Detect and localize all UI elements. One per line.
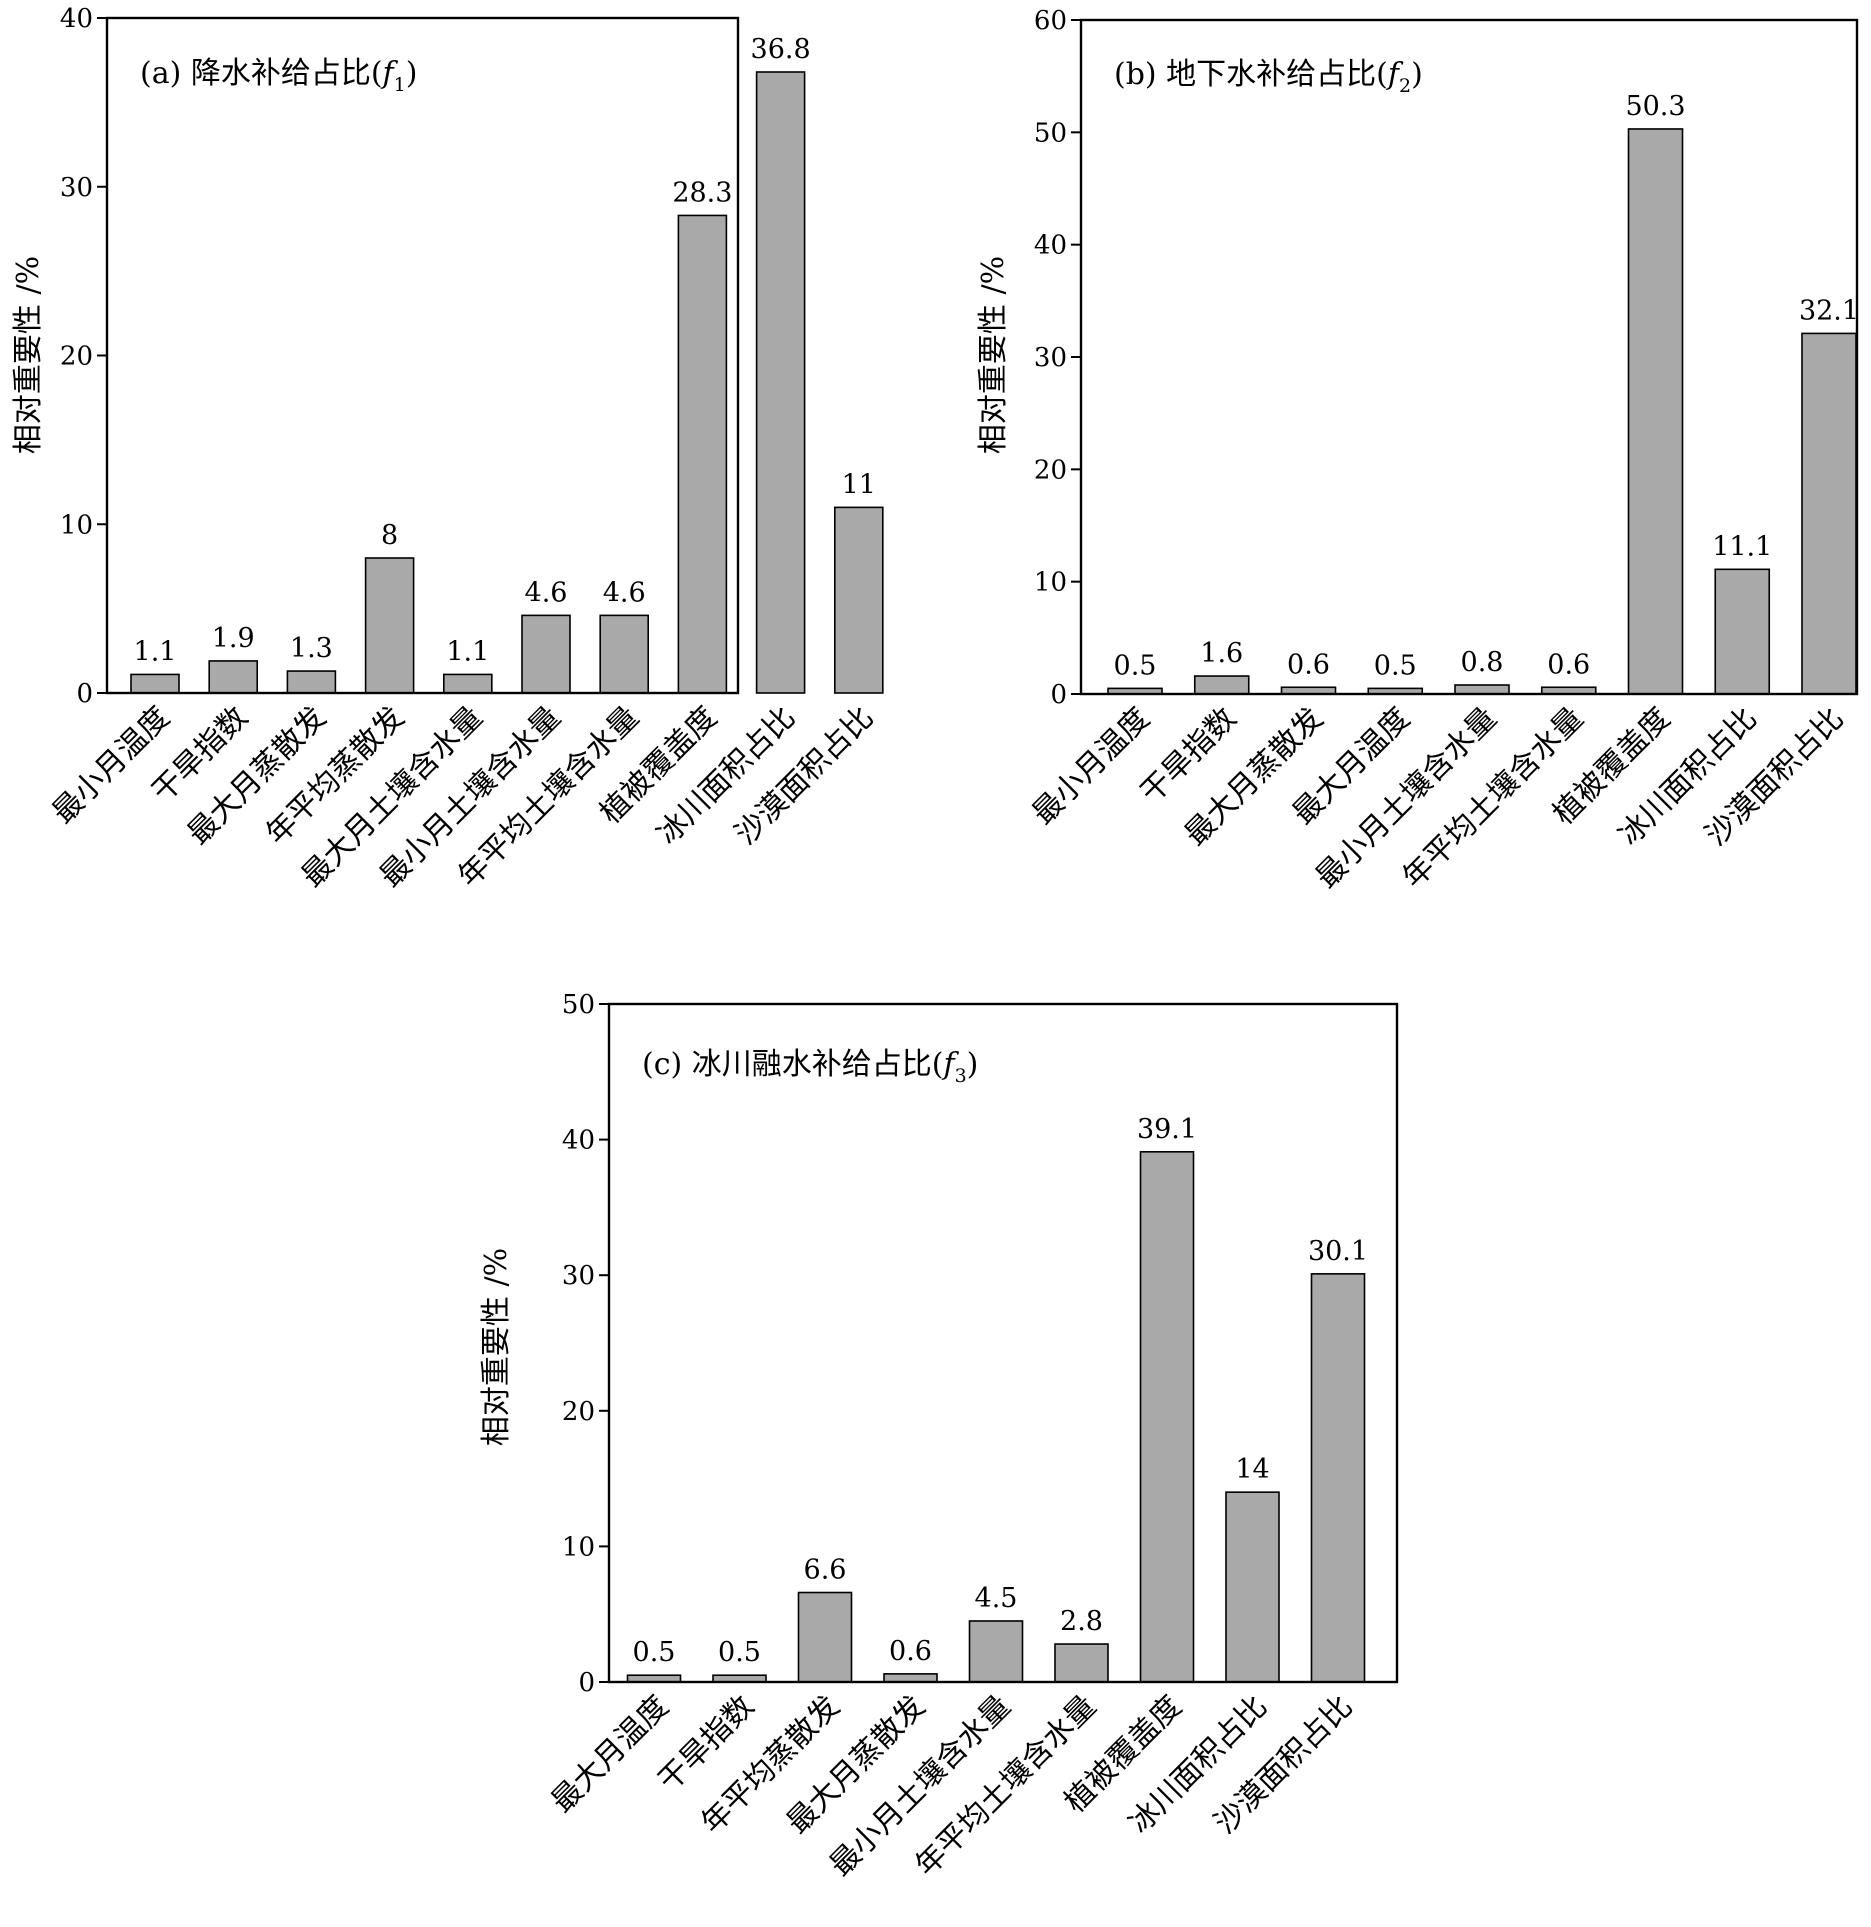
- data-label: 4.6: [525, 577, 568, 608]
- bar: [442, 673, 493, 694]
- title-subscript: 1: [394, 74, 406, 96]
- y-tick-label: 40: [1034, 231, 1067, 261]
- y-tick-label: 0: [76, 679, 93, 709]
- y-tick-label: 40: [60, 4, 93, 34]
- x-tick-label: 最大月温度: [545, 1689, 676, 1820]
- data-label: 11.1: [1712, 531, 1772, 562]
- data-label: 28.3: [672, 177, 732, 208]
- data-label: 0.5: [718, 1637, 761, 1668]
- data-label: 1.1: [134, 636, 177, 667]
- y-axis-label: 相对重要性 /%: [11, 256, 46, 454]
- bar: [1193, 675, 1250, 695]
- data-label: 0.6: [889, 1636, 932, 1667]
- data-label: 8: [381, 520, 398, 551]
- data-label: 50.3: [1625, 91, 1685, 122]
- panel-title: (c) 冰川融水补给占比(f3): [642, 1047, 978, 1087]
- y-tick-label: 20: [60, 342, 93, 372]
- data-label: 39.1: [1137, 1114, 1197, 1145]
- bar: [364, 557, 415, 694]
- y-tick-label: 40: [562, 1126, 595, 1156]
- title-text: (c) 冰川融水补给占比(: [642, 1047, 943, 1082]
- chart-panel-a: 1.1 1.9 1.3 8 1.1 4.6 4.6 28.3 36.8 11 0 10 20 30 40 最小…: [11, 4, 884, 894]
- data-label: 6.6: [804, 1555, 847, 1586]
- title-text: ): [406, 56, 418, 91]
- data-label: 0.6: [1287, 649, 1330, 680]
- data-label: 1.6: [1200, 638, 1243, 669]
- panel-title: (b) 地下水补给占比(f2): [1114, 57, 1423, 97]
- bar: [1139, 1151, 1195, 1683]
- data-label: 0.5: [633, 1637, 676, 1668]
- bar: [968, 1620, 1024, 1683]
- data-label: 4.5: [975, 1583, 1018, 1614]
- bar: [1627, 128, 1684, 695]
- panel-title: (a) 降水补给占比(f1): [140, 56, 417, 96]
- title-subscript: 3: [955, 1065, 967, 1087]
- y-tick-label: 20: [1034, 455, 1067, 485]
- data-label: 0.8: [1461, 647, 1504, 678]
- data-label: 4.6: [603, 577, 646, 608]
- y-axis-label: 相对重要性 /%: [479, 1248, 514, 1446]
- chart-panel-b: 0.5 1.6 0.6 0.5 0.8 0.6 50.3 11.1 32.1 0 10 20 30 40 5…: [976, 6, 1859, 895]
- title-text: (a) 降水补给占比(: [140, 56, 383, 91]
- y-tick-label: 0: [1050, 680, 1067, 710]
- y-tick-label: 10: [60, 510, 93, 540]
- y-tick-label: 10: [1034, 568, 1067, 598]
- data-label: 0.5: [1374, 650, 1417, 681]
- bar: [599, 614, 650, 694]
- y-tick-label: 30: [1034, 343, 1067, 373]
- bar: [833, 506, 884, 694]
- y-tick-label: 0: [578, 1668, 595, 1698]
- y-tick-label: 50: [562, 990, 595, 1020]
- y-tick-label: 50: [1034, 118, 1067, 148]
- x-tick-label: 最小月温度: [46, 700, 177, 831]
- data-label: 0.6: [1547, 649, 1590, 680]
- title-subscript: 2: [1399, 75, 1411, 97]
- bar: [1454, 684, 1510, 695]
- data-label: 14: [1235, 1454, 1269, 1485]
- x-tick-label: 最小月温度: [1026, 701, 1157, 832]
- bar: [755, 71, 806, 694]
- data-label: 11: [842, 469, 876, 500]
- data-label: 1.1: [446, 636, 489, 667]
- data-label: 1.3: [290, 633, 333, 664]
- x-tick-label: 沙漠面积占比: [728, 700, 880, 852]
- bar: [1310, 1273, 1366, 1683]
- y-tick-label: 10: [562, 1532, 595, 1562]
- bar: [208, 660, 258, 694]
- plot-frame: [607, 1002, 1399, 1684]
- y-tick-label: 60: [1034, 6, 1067, 36]
- data-label: 36.8: [751, 34, 811, 65]
- bar: [1054, 1643, 1109, 1683]
- bar: [521, 614, 571, 694]
- title-text: ): [967, 1047, 979, 1082]
- data-label: 0.5: [1114, 650, 1157, 681]
- data-label: 2.8: [1060, 1606, 1103, 1637]
- y-tick-label: 30: [60, 173, 93, 203]
- bar: [1801, 332, 1857, 695]
- bar: [130, 673, 180, 694]
- y-tick-label: 30: [562, 1261, 595, 1291]
- bar: [883, 1673, 938, 1683]
- bar: [797, 1591, 853, 1683]
- bar: [1225, 1491, 1280, 1683]
- bar: [677, 214, 728, 694]
- data-label: 1.9: [212, 623, 255, 654]
- y-axis-label: 相对重要性 /%: [976, 256, 1011, 454]
- data-label: 32.1: [1799, 295, 1859, 326]
- bar: [1714, 568, 1771, 695]
- y-tick-label: 20: [562, 1397, 595, 1427]
- chart-panel-c: 0.5 0.5 6.6 0.6 4.5 2.8 39.1 14 30.1 0 10 20 30 40 50 最…: [479, 990, 1399, 1883]
- title-text: ): [1411, 57, 1423, 92]
- bar: [286, 670, 337, 694]
- title-text: (b) 地下水补给占比(: [1114, 57, 1388, 92]
- data-label: 30.1: [1308, 1236, 1368, 1267]
